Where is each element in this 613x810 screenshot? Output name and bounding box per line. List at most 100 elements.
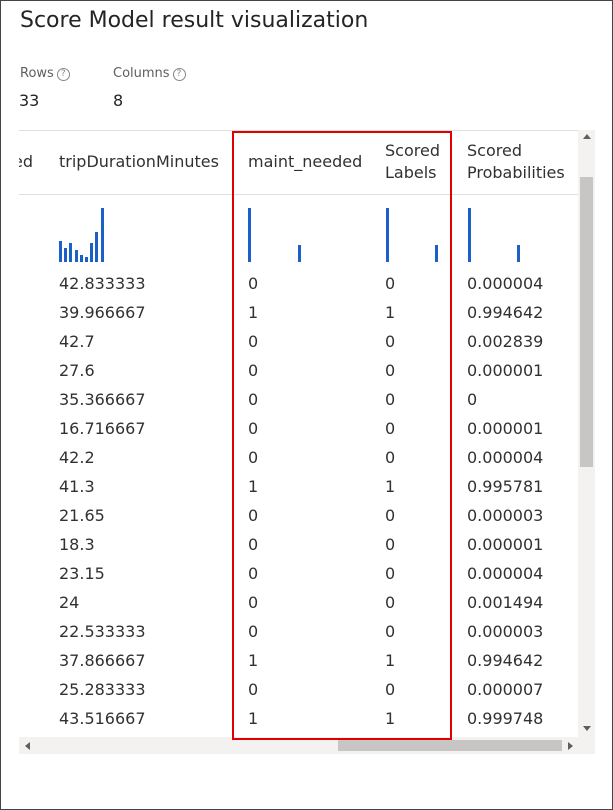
histogram-bar	[95, 232, 99, 262]
column-scored-probabilities[interactable]: Scored Probabilities 0.000004 0.994642 0.0…	[467, 131, 578, 738]
page-title: Score Model result visualization	[20, 8, 369, 33]
column-header-partial[interactable]: ed	[19, 131, 43, 194]
table-cell: 0	[248, 564, 259, 583]
cells-tripDurationMinutes: 42.833333 39.966667 42.7 27.6 35.366667 16.71…	[59, 269, 239, 733]
table-cell: 16.716667	[59, 419, 146, 438]
table-cell: 0.995781	[467, 477, 544, 496]
cells-maint_needed: 0 1 0 0 0 0 0 1 0 0 0 0 0 1 0 1	[248, 269, 383, 733]
column-header-label: maint_needed	[248, 152, 363, 171]
column-header-maint_needed[interactable]: maint_needed	[248, 131, 383, 194]
histogram-scored-probabilities	[467, 195, 578, 262]
column-header-line1: Scored	[467, 141, 522, 160]
table-cell: 0	[385, 622, 396, 641]
table-cell: 0	[248, 390, 259, 409]
table-cell: 0	[385, 274, 396, 293]
column-header-line1: Scored	[385, 141, 440, 160]
table-cell: 1	[248, 709, 259, 728]
column-header-label: ed	[19, 152, 33, 171]
vertical-scroll-thumb[interactable]	[580, 177, 593, 467]
table-cell: 43.516667	[59, 709, 146, 728]
table-cell: 0.000004	[467, 448, 544, 467]
table-cell: 0	[385, 680, 396, 699]
histogram-bar	[248, 208, 251, 262]
table-cell: 0	[385, 535, 396, 554]
table-cell: 0	[248, 506, 259, 525]
rows-value: 33	[19, 91, 40, 110]
scroll-left-arrow-icon[interactable]	[25, 742, 30, 750]
data-grid[interactable]: ed tripDurationMinutes 42.833333 39.96666…	[19, 130, 578, 738]
table-cell: 0	[385, 390, 396, 409]
table-cell: 1	[385, 709, 396, 728]
column-tripDurationMinutes[interactable]: tripDurationMinutes 42.833333 39.966667 42…	[59, 131, 239, 738]
table-cell: 0	[385, 593, 396, 612]
table-cell: 1	[385, 651, 396, 670]
header-divider	[19, 194, 578, 195]
table-cell: 21.65	[59, 506, 105, 525]
histogram-bar	[74, 250, 78, 262]
table-cell: 0.000007	[467, 680, 544, 699]
table-cell: 0.000004	[467, 564, 544, 583]
table-cell: 0	[248, 680, 259, 699]
scroll-down-arrow-icon[interactable]	[583, 726, 591, 731]
column-partial[interactable]: ed	[19, 131, 43, 738]
histogram-maint_needed	[248, 195, 383, 262]
histogram-bar	[100, 208, 104, 262]
column-scored-labels[interactable]: Scored Labels 0 1 0 0 0 0 0 1 0 0 0 0 0 1 0 1	[385, 131, 465, 738]
table-cell: 0.000001	[467, 419, 544, 438]
table-cell: 0	[248, 448, 259, 467]
table-cell: 0	[385, 564, 396, 583]
table-cell: 0	[385, 419, 396, 438]
histogram-bar	[85, 257, 88, 262]
histogram-bar	[386, 208, 389, 262]
table-cell: 1	[248, 303, 259, 322]
table-cell: 0.000004	[467, 274, 544, 293]
column-header-scored-labels[interactable]: Scored Labels	[385, 131, 465, 194]
table-cell: 22.533333	[59, 622, 146, 641]
table-cell: 42.7	[59, 332, 95, 351]
vertical-scrollbar[interactable]	[578, 130, 595, 737]
columns-label: Columns?	[113, 66, 186, 81]
table-cell: 0.999748	[467, 709, 544, 728]
columns-help-icon[interactable]: ?	[172, 68, 186, 81]
horizontal-scroll-thumb[interactable]	[338, 740, 562, 751]
histogram-bar	[90, 243, 94, 262]
table-cell: 42.833333	[59, 274, 146, 293]
cells-scored-labels: 0 1 0 0 0 0 0 1 0 0 0 0 0 1 0 1	[385, 269, 465, 733]
table-cell: 18.3	[59, 535, 95, 554]
histogram-bar	[298, 245, 301, 262]
table-cell: 0	[248, 593, 259, 612]
column-header-label: tripDurationMinutes	[59, 152, 219, 171]
columns-value: 8	[113, 91, 124, 110]
table-cell: 1	[385, 477, 396, 496]
table-cell: 0	[248, 622, 259, 641]
scroll-up-arrow-icon[interactable]	[583, 134, 591, 139]
histogram-bar	[79, 255, 83, 262]
cells-scored-probabilities: 0.000004 0.994642 0.002839 0.000001 0 0.00000…	[467, 269, 578, 733]
table-cell: 0	[248, 332, 259, 351]
rows-label-text: Rows	[20, 66, 54, 81]
table-cell: 42.2	[59, 448, 95, 467]
table-cell: 37.866667	[59, 651, 146, 670]
table-cell: 0	[248, 361, 259, 380]
table-cell: 41.3	[59, 477, 95, 496]
table-cell: 25.283333	[59, 680, 146, 699]
horizontal-scrollbar[interactable]	[19, 737, 578, 754]
table-cell: 23.15	[59, 564, 105, 583]
rows-help-icon[interactable]: ?	[56, 68, 70, 81]
scrollbar-corner	[578, 737, 595, 754]
rows-label: Rows?	[20, 66, 70, 81]
table-cell: 0	[248, 535, 259, 554]
histogram-bar	[435, 245, 438, 262]
table-cell: 0.000003	[467, 506, 544, 525]
table-cell: 0	[385, 506, 396, 525]
table-cell: 0	[385, 361, 396, 380]
table-cell: 35.366667	[59, 390, 146, 409]
column-maint_needed[interactable]: maint_needed 0 1 0 0 0 0 0 1 0 0 0 0 0 1 0 1	[248, 131, 383, 738]
column-header-tripDurationMinutes[interactable]: tripDurationMinutes	[59, 131, 239, 194]
column-header-scored-probabilities[interactable]: Scored Probabilities	[467, 131, 578, 194]
histogram-bar	[69, 243, 73, 262]
table-cell: 0	[248, 274, 259, 293]
table-cell: 0	[385, 448, 396, 467]
table-cell: 0.000003	[467, 622, 544, 641]
scroll-right-arrow-icon[interactable]	[568, 742, 573, 750]
